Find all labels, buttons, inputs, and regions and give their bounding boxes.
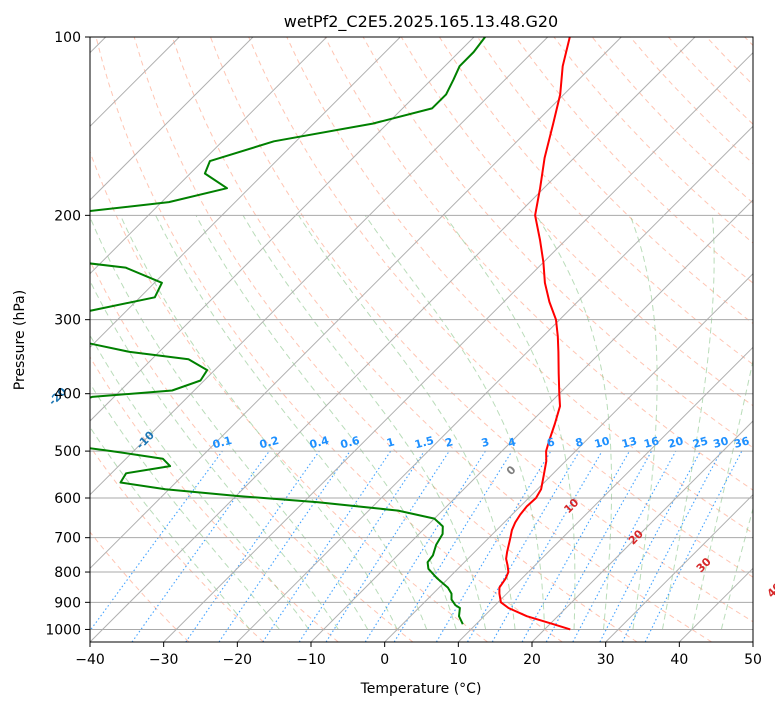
isotherm-line	[90, 37, 622, 570]
y-axis: 100 200 300 400 500 600 700 800 900 1000	[45, 30, 90, 638]
y-tick-label: 300	[54, 313, 81, 329]
mixing-ratio-line	[90, 450, 223, 632]
dry-adiabat-line	[90, 445, 264, 642]
mixing-ratio-line	[572, 450, 677, 642]
isotherm-line	[90, 37, 254, 201]
x-tick-label: 0	[380, 652, 389, 668]
mixing-ratio-line	[262, 450, 392, 642]
x-tick-label: 20	[523, 652, 541, 668]
dry-adiabat-line	[171, 37, 712, 642]
y-axis-title: Pressure (hPa)	[12, 290, 28, 390]
mixing-ratio-line	[521, 450, 630, 642]
mixing-ratio-label: 1.5	[413, 434, 435, 452]
dry-adiabat-line	[90, 150, 488, 642]
mixing-ratio-label: 8	[574, 435, 585, 450]
isotherm-line	[384, 272, 753, 642]
mixing-ratio-label: 0.6	[339, 434, 362, 452]
dry-adiabat-line	[400, 37, 753, 407]
plot-frame	[89, 36, 754, 643]
isotherm-line	[457, 346, 753, 642]
x-tick-label: 10	[449, 652, 467, 668]
y-tick-label: 200	[54, 208, 81, 224]
x-tick-label: −20	[223, 652, 253, 668]
mixing-ratio-label: 2	[444, 435, 455, 450]
moist-adiabat-label: 40	[765, 580, 775, 600]
dry-adiabat-line	[438, 37, 753, 366]
x-tick-label: 30	[597, 652, 615, 668]
dewpoint-line	[90, 37, 486, 625]
moist-adiabat-line	[90, 334, 310, 630]
x-tick-label: −10	[296, 652, 326, 668]
y-tick-label: 1000	[45, 622, 81, 638]
mixing-ratio-label: 3	[480, 435, 491, 450]
mixing-ratio-label: 0.2	[258, 434, 280, 452]
mixing-ratio-label: 6	[545, 435, 556, 450]
isotherm-line	[531, 420, 753, 642]
x-axis-title: Temperature (°C)	[360, 681, 482, 697]
mixing-ratio-line	[545, 450, 653, 642]
mixing-ratio-label: 4	[506, 435, 517, 450]
mixing-ratio-line	[185, 450, 320, 642]
mixing-ratio-label: 25	[691, 434, 709, 451]
y-tick-label: 600	[54, 491, 81, 507]
mixing-ratio-label: 20	[667, 434, 685, 451]
moist-adiabat-line	[119, 215, 398, 630]
isotherm-line	[90, 37, 328, 275]
mixing-ratio-label: 0.1	[211, 434, 233, 452]
mixing-ratio-label: 16	[642, 434, 660, 451]
grid	[90, 37, 753, 642]
mixing-ratio-label: 10	[593, 434, 611, 451]
isotherm-line	[90, 37, 549, 496]
dry-adiabat-line	[515, 37, 753, 284]
dry-adiabat-line	[95, 37, 563, 642]
isotherm-line	[90, 37, 475, 422]
mixing-ratio-line	[644, 450, 743, 642]
isotherm-line	[90, 37, 401, 349]
moist-adiabat-line	[90, 279, 339, 630]
mixing-ratio-label: 13	[620, 434, 638, 451]
mixing-ratio-line	[393, 450, 513, 642]
x-tick-label: −30	[149, 652, 179, 668]
series	[90, 37, 571, 631]
x-tick-label: −40	[75, 652, 105, 668]
dry-adiabat-line	[90, 531, 190, 642]
isotherm-line	[163, 51, 753, 642]
y-tick-label: 100	[54, 30, 81, 46]
mixing-ratio-label: 30	[712, 434, 730, 451]
isotherm-line	[310, 199, 753, 642]
x-tick-label: 50	[744, 652, 762, 668]
mixing-ratio-label: 36	[733, 434, 751, 451]
mixing-ratio-line	[325, 450, 450, 642]
chart-title: wetPf2_C2E5.2025.165.13.48.G20	[284, 12, 558, 32]
mixing-ratio-label: 1	[385, 435, 396, 450]
x-axis: −40 −30 −20 −10 0 10 20 30 40 50	[75, 642, 762, 668]
temperature-line	[498, 37, 571, 631]
mixing-ratio-line	[298, 450, 425, 642]
isotherm-line	[236, 125, 753, 642]
y-tick-label: 800	[54, 565, 81, 581]
isotherm-line	[605, 493, 753, 642]
dry-adiabat-line	[248, 37, 753, 578]
y-tick-label: 900	[54, 595, 81, 611]
isotherm-line	[90, 37, 696, 642]
y-tick-label: 400	[54, 387, 81, 403]
mixing-ratio-line	[131, 450, 270, 642]
moist-adiabat-line	[242, 215, 487, 630]
x-tick-label: 40	[670, 652, 688, 668]
y-tick-label: 500	[54, 444, 81, 460]
mixing-ratio-line	[218, 450, 351, 642]
dry-adiabat-line	[210, 37, 753, 623]
dry-adiabat-line	[90, 356, 339, 642]
mixing-ratio-label: 0.4	[308, 434, 331, 452]
y-tick-label: 700	[54, 531, 81, 547]
